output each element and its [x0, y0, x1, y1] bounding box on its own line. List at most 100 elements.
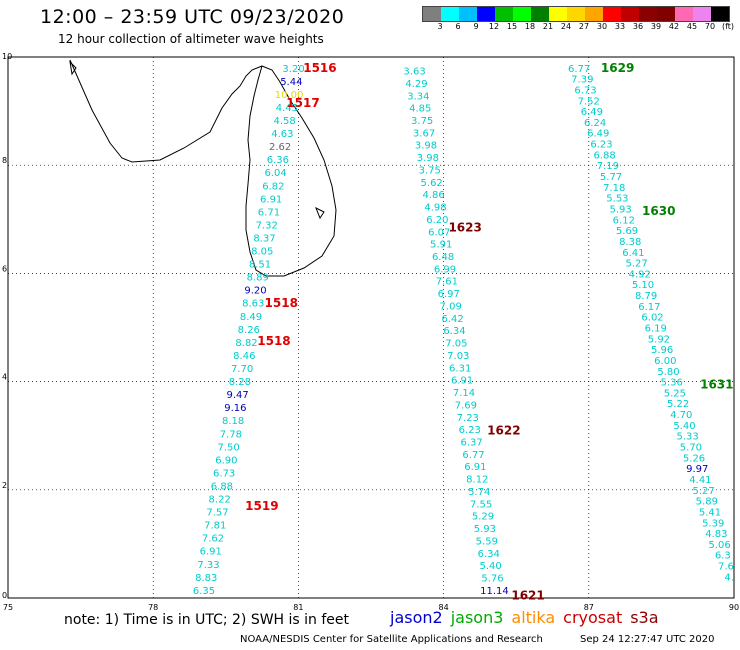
scale-label: 42 — [668, 22, 680, 31]
lon-tick-label: 75 — [3, 603, 13, 612]
pass-time-label: 1518 — [257, 334, 290, 348]
lon-tick-label: 84 — [439, 603, 449, 612]
wave-height-value: 6.07 — [428, 227, 450, 238]
wave-height-value: 6.04 — [265, 168, 287, 179]
wave-height-value: 8.28 — [229, 377, 251, 388]
india-coastline — [69, 59, 263, 163]
wave-height-value: 3.98 — [415, 141, 437, 152]
wave-height-value: 8.49 — [240, 312, 262, 323]
wave-height-value: 4.98 — [424, 203, 446, 214]
scale-label: 30 — [596, 22, 608, 31]
satellite-s3a: s3a — [630, 608, 659, 627]
wave-height-value: 9.47 — [226, 390, 248, 401]
satellite-altika: altika — [511, 608, 556, 627]
wave-height-value: 6.20 — [426, 215, 448, 226]
wave-height-value: 5.22 — [667, 399, 689, 410]
wave-height-value: 4.85 — [409, 104, 431, 115]
wave-height-value: 5.41 — [699, 507, 721, 518]
scale-swatch-4 — [495, 7, 513, 21]
wave-height-value: 3.34 — [407, 91, 429, 102]
wave-height-value: 5.26 — [683, 453, 705, 464]
lat-tick-label: 10 — [2, 52, 12, 61]
scale-swatch-10 — [603, 7, 621, 21]
wave-height-value: 5.93 — [474, 524, 496, 535]
wave-height-value: 7.69 — [455, 400, 477, 411]
wave-height-value: 7.33 — [197, 560, 219, 571]
scale-swatch-3 — [477, 7, 495, 21]
page-subtitle: 12 hour collection of altimeter wave hei… — [58, 32, 324, 46]
satellite-legend: jason2 jason3 altika cryosat s3a — [390, 608, 667, 627]
lat-tick-label: 2 — [2, 481, 7, 490]
satellite-cryosat: cryosat — [563, 608, 623, 627]
scale-label: 36 — [632, 22, 644, 31]
wave-height-value: 5.70 — [680, 443, 702, 454]
wave-height-value: 5.27 — [692, 486, 714, 497]
wave-height-value: 7.50 — [218, 442, 240, 453]
wave-height-value: 6.99 — [434, 264, 456, 275]
wave-height-value: 6.17 — [638, 302, 660, 313]
wave-height-value: 6.02 — [641, 313, 663, 324]
scale-swatch-9 — [585, 7, 603, 21]
wave-height-value: 3.98 — [417, 153, 439, 164]
units-note: note: 1) Time is in UTC; 2) SWH is in fe… — [64, 612, 350, 628]
wave-height-value: 7.05 — [445, 339, 467, 350]
scale-label: 12 — [488, 22, 500, 31]
lon-tick-label: 81 — [293, 603, 303, 612]
wave-height-value: 4.43 — [276, 103, 298, 114]
small-island-1 — [69, 60, 77, 76]
wave-height-value: 5.10 — [632, 280, 654, 291]
wave-height-value: 7.03 — [447, 351, 469, 362]
wave-height-value: 5.40 — [479, 561, 501, 572]
wave-height-value: 5.25 — [664, 388, 686, 399]
wave-height-value: 5.59 — [476, 536, 498, 547]
lat-tick-label: 4 — [2, 373, 7, 382]
scale-swatch-0 — [423, 7, 441, 21]
wave-height-value: 7.14 — [453, 388, 475, 399]
wave-height-color-scale — [422, 6, 730, 22]
wave-height-value: 3.75 — [419, 165, 441, 176]
scale-label: 3 — [437, 22, 443, 31]
scale-label: 21 — [542, 22, 554, 31]
wave-height-value: 7.57 — [206, 508, 228, 519]
map-frame — [7, 56, 735, 599]
wave-height-value: 6.71 — [258, 207, 280, 218]
wave-height-value: 7.61 — [436, 277, 458, 288]
wave-height-value: 5.27 — [625, 259, 647, 270]
scale-swatch-7 — [549, 7, 567, 21]
wave-height-value: 6.97 — [438, 289, 460, 300]
wave-height-value: 5.62 — [421, 178, 443, 189]
wave-height-value: 6.77 — [462, 450, 484, 461]
wave-height-value: 9.97 — [686, 464, 708, 475]
sri-lanka-island — [245, 65, 337, 277]
scale-label: 9 — [473, 22, 479, 31]
wave-height-value: 9.20 — [244, 286, 266, 297]
wave-height-value: 5.40 — [673, 421, 695, 432]
wave-height-value: 6.34 — [443, 326, 465, 337]
pass-time-labels: 1516 1517 1518 1518 1519 1623 1622 1621 1629 1630… — [245, 61, 733, 602]
wave-height-value: 7.18 — [603, 183, 625, 194]
scale-label: 70 — [704, 22, 716, 31]
wave-height-value: 7.23 — [457, 413, 479, 424]
wave-height-value: 7.39 — [571, 75, 593, 86]
wave-height-value: 6.23 — [459, 425, 481, 436]
scale-swatch-12 — [639, 7, 657, 21]
wave-height-value: 8.37 — [253, 233, 275, 244]
wave-height-value: 4.29 — [405, 79, 427, 90]
scale-swatch-15 — [693, 7, 711, 21]
wave-height-value: 3.75 — [411, 116, 433, 127]
wave-height-value: 7.81 — [204, 521, 226, 532]
lon-tick-label: 90 — [729, 603, 739, 612]
scale-label: 15 — [506, 22, 518, 31]
wave-height-value: 5.74 — [468, 487, 490, 498]
wave-height-value: 5.06 — [708, 540, 730, 551]
altimeter-tracks: 3.20 5.44 10.00 4.43 4.58 4.63 2.62 6.36 6.04 6.8… — [193, 64, 734, 597]
wave-height-value: 6.31 — [449, 363, 471, 374]
wave-height-value: 8.38 — [619, 237, 641, 248]
wave-height-value: 4.58 — [273, 116, 295, 127]
satellite-jason3: jason3 — [450, 608, 504, 627]
pass-time-label: 1631 — [700, 377, 733, 391]
wave-height-value: 4.70 — [670, 410, 692, 421]
pass-time-label: 1516 — [303, 61, 336, 75]
wave-height-value: 7.52 — [578, 96, 600, 107]
